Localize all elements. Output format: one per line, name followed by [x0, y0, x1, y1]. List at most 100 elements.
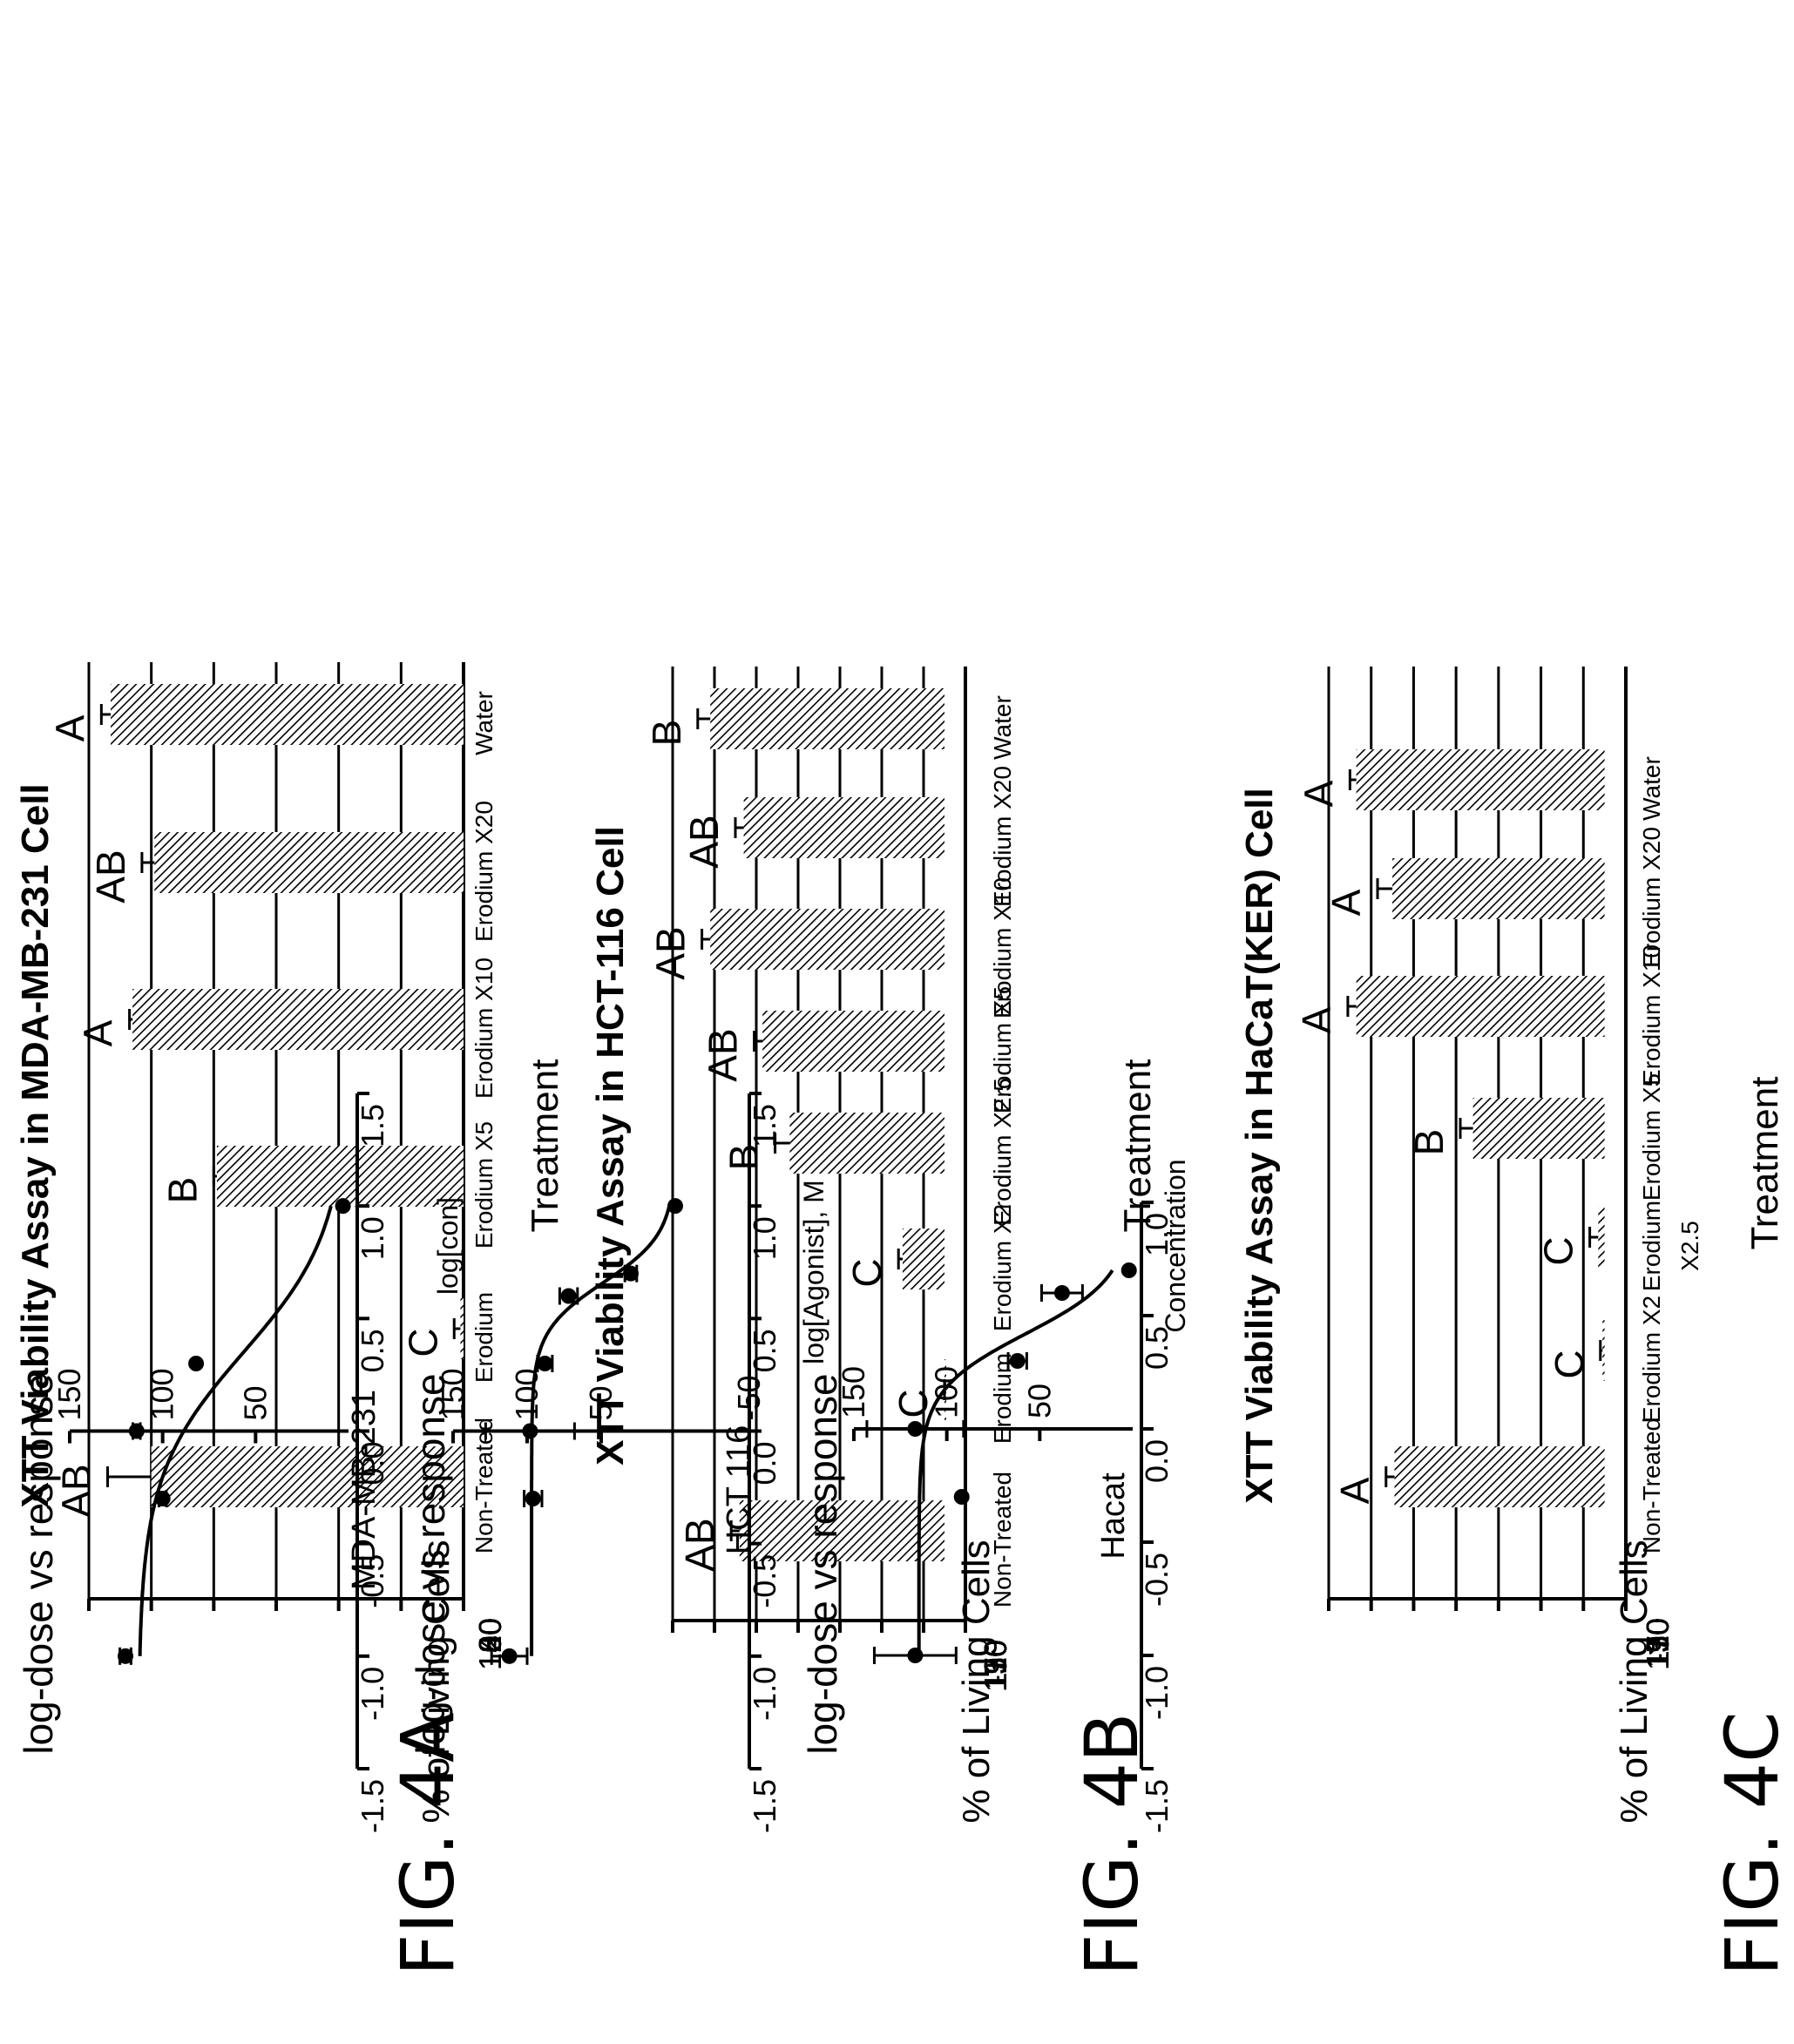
tick-label: 110 [978, 1640, 1013, 1689]
bar [1356, 976, 1605, 1037]
significance-letter: AB [681, 815, 727, 868]
category-label: Water [989, 695, 1016, 760]
figure-labels: FIG. 4A FIG. 4B FIG. 4C [385, 1711, 1794, 1976]
category-label: Erodium [471, 1292, 498, 1383]
data-point [118, 1648, 133, 1664]
tick-label: 0 [472, 1618, 508, 1635]
data-point [1053, 1285, 1070, 1301]
y-tick-label: 100 [509, 1368, 545, 1420]
data-point [623, 1265, 639, 1282]
y-axis-title: % of Living Cells [415, 1540, 457, 1823]
x-tick-label: -1.0 [355, 1667, 390, 1721]
x-tick-label: -0.5 [1139, 1553, 1175, 1607]
category-label: Water [471, 691, 498, 755]
bar [1394, 1446, 1605, 1507]
bar [903, 1228, 944, 1289]
x-axis-title: log[con] [432, 1197, 464, 1295]
chart-title: XTT Viability Assay in HCT-116 Cell [589, 826, 632, 1465]
cell-line-label: HCT 116 [721, 1425, 757, 1555]
chart-title: log-dose vs response [16, 1373, 61, 1754]
significance-letter: A [1332, 1477, 1378, 1504]
tick-label: -10 [1640, 1618, 1676, 1663]
bar [460, 1298, 464, 1359]
category-label: Erodium X20 [1638, 827, 1665, 968]
y-tick-label: 150 [836, 1366, 871, 1418]
x-tick-label: -1.5 [747, 1779, 782, 1833]
x-tick-label: 1.0 [355, 1216, 390, 1260]
data-point [667, 1198, 683, 1215]
category-label: Erodium [1638, 1201, 1665, 1291]
significance-letter: B [1406, 1129, 1452, 1156]
data-point [1009, 1353, 1026, 1369]
significance-letter: AB [88, 849, 133, 903]
x-tick-label: 1.0 [1139, 1213, 1175, 1256]
cell-line-label: MDA-MB-231 [346, 1390, 382, 1590]
dose-chart-4A-dose: -1.5-1.0-0.50.00.51.01.550100150log-dose… [16, 1092, 464, 1833]
tick-label: 80 [472, 1618, 508, 1653]
category-label: Non-Treated [471, 1418, 498, 1553]
y-tick-label: -50 [731, 1375, 767, 1420]
bar [743, 797, 944, 858]
x-tick-label: -1.0 [1139, 1666, 1175, 1720]
data-point [128, 1423, 145, 1439]
figure-label: FIG. 4C [1709, 1711, 1794, 1976]
bar [710, 909, 944, 970]
tick-label: 110 [1640, 1618, 1676, 1668]
tick-label: 30 [1640, 1618, 1676, 1653]
data-point [907, 1648, 924, 1663]
category-label: Erodium X5 [471, 1121, 498, 1249]
x-tick-label: 1.0 [747, 1216, 782, 1260]
x-axis-title: Treatment [1116, 1059, 1159, 1233]
category-label: Non-Treated [1638, 1418, 1665, 1553]
bar [1392, 858, 1605, 919]
significance-letter: A [1294, 1006, 1339, 1033]
tick-label: 50 [978, 1640, 1013, 1675]
category-label: Erodium X2 [989, 1204, 1016, 1331]
significance-letter: A [76, 1019, 121, 1046]
significance-letter: B [644, 720, 689, 747]
tick-label: 100 [472, 1618, 508, 1670]
x-axis-title: Treatment [1743, 1077, 1786, 1250]
chart-title: XTT Viability Assay in MDA-MB-231 Cell [14, 783, 57, 1507]
significance-letter: C [890, 1389, 936, 1418]
cell-line-label: Hacat [1095, 1472, 1132, 1560]
y-axis-title: % of Living Cells [1613, 1540, 1655, 1823]
bar [151, 1446, 464, 1507]
bar [789, 1113, 944, 1174]
category-label: Erodium X2.5 [989, 1078, 1016, 1226]
data-point [953, 1489, 970, 1505]
bar [1472, 1098, 1605, 1159]
bar [111, 684, 464, 745]
x-tick-label: 0.5 [747, 1329, 782, 1372]
significance-letter: C [1547, 1350, 1592, 1378]
chart-title: XTT Viability Assay in HaCaT(KER) Cell [1238, 788, 1281, 1504]
tick-label: 90 [1640, 1618, 1676, 1653]
data-point [154, 1491, 171, 1506]
tick-label: 90 [978, 1640, 1013, 1675]
bar [1602, 1320, 1605, 1381]
chart-title: log-dose vs response [800, 1373, 845, 1754]
y-tick-label: 50 [1021, 1384, 1057, 1418]
significance-letter: AB [677, 1518, 722, 1571]
dose-chart-4B-dose: -1.5 -1.0 -0.5 0.0 0.5 1.0 1.5 -50 50 100 150log-d… [408, 1092, 829, 1833]
bar [1598, 1207, 1605, 1268]
significance-letter: A [1323, 889, 1369, 916]
tick-label: 30 [978, 1640, 1013, 1675]
category-label: Erodium X2 [1638, 1296, 1665, 1423]
tick-label: 70 [1640, 1618, 1676, 1653]
category-label: Non-Treated [989, 1472, 1016, 1607]
significance-letter: B [721, 1144, 767, 1171]
tick-label: 130 [1640, 1618, 1676, 1670]
significance-letter: C [844, 1258, 890, 1287]
x-tick-label: -1.5 [1139, 1779, 1175, 1833]
category-label: Erodium X20 [989, 766, 1016, 907]
tick-label: 60 [472, 1618, 508, 1653]
y-tick-label: 150 [51, 1368, 87, 1420]
significance-letter: AB [648, 926, 694, 979]
significance-letter: B [159, 1177, 205, 1204]
tick-label: 40 [472, 1618, 508, 1653]
bar [710, 688, 944, 749]
